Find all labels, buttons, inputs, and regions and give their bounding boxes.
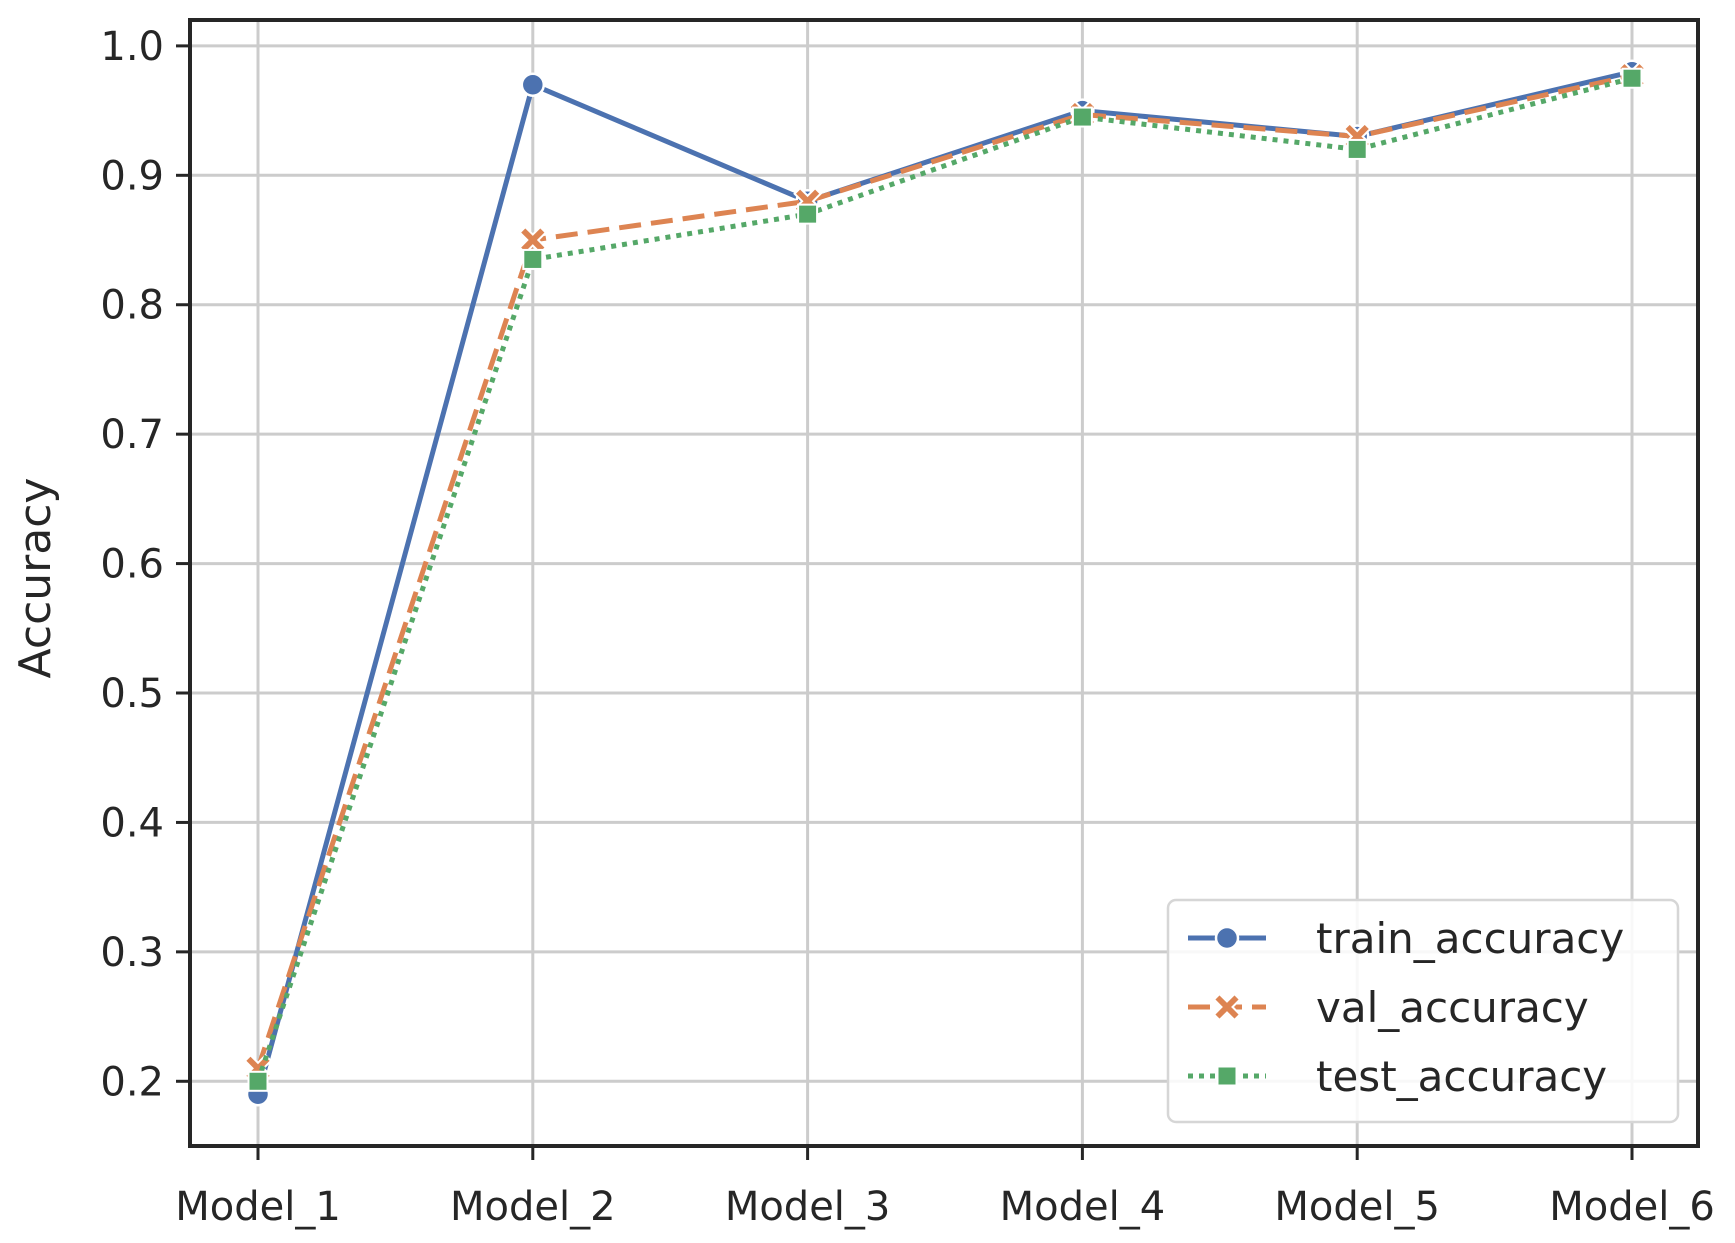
x-tick-label: Model_1 xyxy=(175,1184,341,1230)
data-point-val_accuracy xyxy=(518,225,548,255)
y-tick-label: 1.0 xyxy=(100,24,164,70)
y-tick-label: 0.2 xyxy=(100,1059,164,1105)
x-tick-label: Model_5 xyxy=(1274,1184,1440,1230)
y-tick-label: 0.3 xyxy=(100,930,164,976)
data-point-test_accuracy xyxy=(1621,67,1643,89)
y-tick-label: 0.6 xyxy=(100,542,164,588)
series-group xyxy=(243,59,1647,1107)
legend-label-val_accuracy: val_accuracy xyxy=(1316,983,1589,1032)
y-axis-title: Accuracy xyxy=(10,478,61,679)
legend-marker-val_accuracy xyxy=(1212,992,1242,1022)
data-point-test_accuracy xyxy=(522,248,544,270)
data-point-test_accuracy xyxy=(1346,138,1368,160)
legend-marker-train_accuracy xyxy=(1214,925,1240,951)
x-tick-label: Model_6 xyxy=(1549,1184,1715,1230)
y-tick-label: 0.7 xyxy=(100,412,164,458)
legend-item-val_accuracy: val_accuracy xyxy=(1188,983,1589,1032)
legend: train_accuracy val_accuracy test_accuracy xyxy=(1166,898,1680,1124)
x-tick-label: Model_4 xyxy=(1000,1184,1166,1230)
y-tick-label: 0.8 xyxy=(100,283,164,329)
y-tick-label: 0.4 xyxy=(100,800,164,846)
x-tick-label: Model_2 xyxy=(450,1184,616,1230)
legend-label-test_accuracy: test_accuracy xyxy=(1316,1052,1607,1101)
data-point-train_accuracy xyxy=(520,72,546,97)
data-point-test_accuracy xyxy=(1071,106,1093,128)
legend-label-train_accuracy: train_accuracy xyxy=(1316,914,1624,963)
axes: Model_1 Model_2 Model_3 Model_4 Model_5 Model… xyxy=(100,18,1715,1230)
series-line-val_accuracy xyxy=(255,73,1633,1070)
data-point-test_accuracy xyxy=(797,203,819,225)
plot-frame xyxy=(188,18,1700,1148)
y-tick-label: 0.5 xyxy=(100,671,164,717)
legend-marker-test_accuracy xyxy=(1216,1065,1238,1087)
data-point-test_accuracy xyxy=(247,1070,269,1092)
y-tick-label: 0.9 xyxy=(100,153,164,199)
legend-box xyxy=(1166,898,1680,1124)
legend-item-test_accuracy: test_accuracy xyxy=(1188,1052,1607,1101)
legend-item-train_accuracy: train_accuracy xyxy=(1188,914,1624,963)
series-line-test_accuracy xyxy=(255,75,1633,1083)
series-test_accuracy xyxy=(247,67,1643,1092)
x-tick-label: Model_3 xyxy=(725,1184,891,1230)
